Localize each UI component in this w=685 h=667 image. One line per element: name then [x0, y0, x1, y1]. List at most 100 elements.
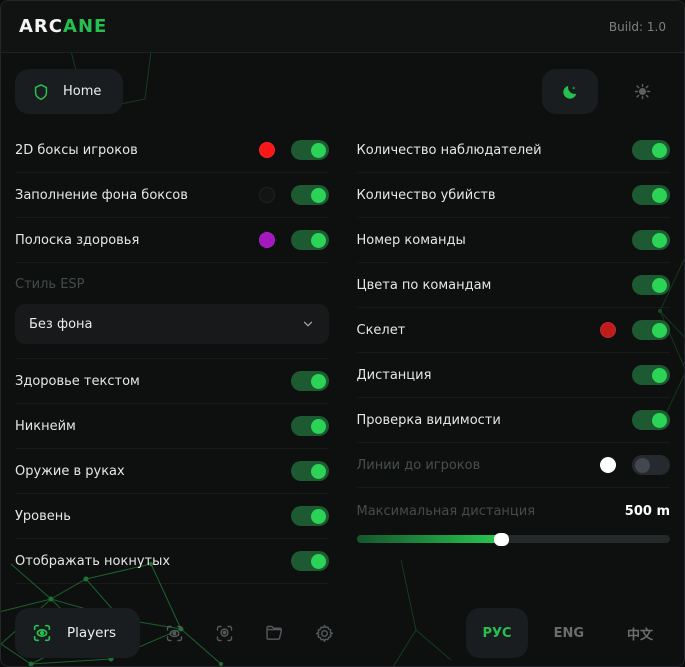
home-button[interactable]: Home — [15, 69, 124, 114]
folder-button[interactable] — [250, 609, 298, 657]
color-swatch[interactable] — [600, 457, 616, 473]
setting-row: Отображать нокнутых — [15, 539, 329, 584]
language-button-eng[interactable]: ENG — [553, 625, 584, 641]
setting-label: Номер команды — [356, 232, 466, 248]
toggle-knob — [310, 508, 326, 524]
toggle-switch[interactable] — [290, 230, 329, 250]
toggle-knob — [310, 463, 326, 479]
aim-eye-scan-icon — [216, 625, 232, 641]
setting-label: Здоровье текстом — [15, 373, 140, 389]
toggle-knob — [310, 232, 326, 248]
players-tab-label: Players — [67, 625, 117, 641]
setting-row: Проверка видимости — [356, 398, 670, 443]
title-bar: ARCANE Build: 1.0 — [1, 1, 684, 53]
esp-eye-scan-button[interactable] — [150, 609, 198, 657]
setting-row: Заполнение фона боксов — [15, 173, 329, 218]
language-button-rus[interactable]: РУС — [466, 608, 528, 658]
setting-row: Количество наблюдателей — [356, 128, 670, 173]
toggle-knob — [652, 187, 667, 203]
toggle-knob — [310, 418, 326, 434]
shield-icon — [34, 83, 48, 100]
color-swatch[interactable] — [258, 142, 275, 158]
setting-label: Полоска здоровья — [15, 232, 140, 248]
setting-label: Уровень — [15, 508, 71, 524]
toggle-switch[interactable] — [632, 455, 670, 475]
esp-style-group: Стиль ESP Без фона — [15, 263, 329, 359]
language-button-zh[interactable]: 中文 — [626, 627, 653, 643]
gear-button[interactable] — [300, 609, 348, 657]
toggle-switch[interactable] — [632, 365, 670, 385]
setting-row: Линии до игроков — [356, 443, 670, 488]
toggle-knob — [310, 187, 326, 203]
max-distance-slider[interactable] — [356, 532, 670, 546]
setting-row: Здоровье текстом — [15, 359, 329, 404]
toggle-switch[interactable] — [632, 230, 670, 250]
toggle-knob — [310, 553, 326, 569]
toggle-switch[interactable] — [290, 551, 329, 571]
toggle-knob — [652, 412, 667, 428]
sun-icon — [634, 83, 650, 100]
logo-text-green: ANE — [63, 16, 108, 37]
players-eye-scan-icon — [33, 624, 51, 642]
toggle-switch[interactable] — [290, 416, 329, 436]
toggle-knob — [652, 142, 667, 158]
color-swatch[interactable] — [258, 187, 275, 203]
setting-row: Цвета по командам — [356, 263, 670, 308]
color-swatch[interactable] — [258, 232, 275, 248]
max-distance-group: Максимальная дистанция 500 m — [356, 488, 670, 546]
toggle-switch[interactable] — [290, 185, 329, 205]
settings-column-left: 2D боксы игроков Заполнение фона боксов По… — [15, 128, 329, 584]
toggle-switch[interactable] — [632, 185, 670, 205]
bottom-bar: Players РУС ENG 中文 — [1, 600, 684, 666]
setting-row: Полоска здоровья — [15, 218, 329, 263]
build-version: Build: 1.0 — [608, 19, 666, 34]
toggle-switch[interactable] — [632, 275, 670, 295]
max-distance-value: 500 m — [624, 504, 670, 519]
toggle-switch[interactable] — [632, 410, 670, 430]
toggle-knob — [652, 232, 667, 248]
chevron-down-icon — [303, 321, 312, 327]
moon-icon — [563, 85, 577, 99]
esp-style-select[interactable]: Без фона — [15, 304, 329, 344]
toggle-switch[interactable] — [290, 461, 329, 481]
toggle-switch[interactable] — [632, 140, 670, 160]
setting-label: Проверка видимости — [356, 412, 501, 428]
footer-left-group: Players — [15, 608, 348, 658]
nav-row: Home — [1, 53, 684, 114]
setting-label: Оружие в руках — [15, 463, 125, 479]
folder-icon — [265, 625, 282, 640]
setting-label: Скелет — [356, 322, 406, 338]
slider-handle[interactable] — [493, 532, 509, 546]
settings-panel: 2D боксы игроков Заполнение фона боксов По… — [1, 114, 684, 584]
dark-theme-button[interactable] — [542, 69, 598, 114]
toggle-knob — [635, 457, 650, 473]
setting-row: Количество убийств — [356, 173, 670, 218]
aim-eye-scan-button[interactable] — [200, 609, 248, 657]
toggle-knob — [310, 142, 326, 158]
color-swatch[interactable] — [600, 322, 616, 338]
settings-column-right: Количество наблюдателей Количество убийст… — [356, 128, 670, 584]
light-theme-button[interactable] — [614, 69, 670, 114]
home-button-label: Home — [63, 84, 102, 99]
toggle-knob — [652, 277, 667, 293]
toggle-switch[interactable] — [290, 371, 329, 391]
setting-row: Дистанция — [356, 353, 670, 398]
esp-style-label: Стиль ESP — [15, 277, 85, 292]
max-distance-label: Максимальная дистанция — [356, 504, 536, 519]
logo-text-white: ARC — [19, 16, 64, 37]
toggle-switch[interactable] — [632, 320, 670, 340]
slider-fill — [356, 535, 501, 543]
toggle-knob — [310, 373, 326, 389]
setting-row: 2D боксы игроков — [15, 128, 329, 173]
setting-label: Никнейм — [15, 418, 76, 434]
toggle-knob — [652, 367, 667, 383]
toggle-switch[interactable] — [290, 140, 329, 160]
setting-row: Никнейм — [15, 404, 329, 449]
setting-label: Цвета по командам — [356, 277, 492, 293]
esp-style-value: Без фона — [29, 316, 93, 332]
players-tab-button[interactable]: Players — [15, 608, 141, 658]
esp-eye-scan-icon — [166, 625, 182, 641]
setting-label: Количество наблюдателей — [356, 142, 542, 158]
toggle-switch[interactable] — [290, 506, 329, 526]
